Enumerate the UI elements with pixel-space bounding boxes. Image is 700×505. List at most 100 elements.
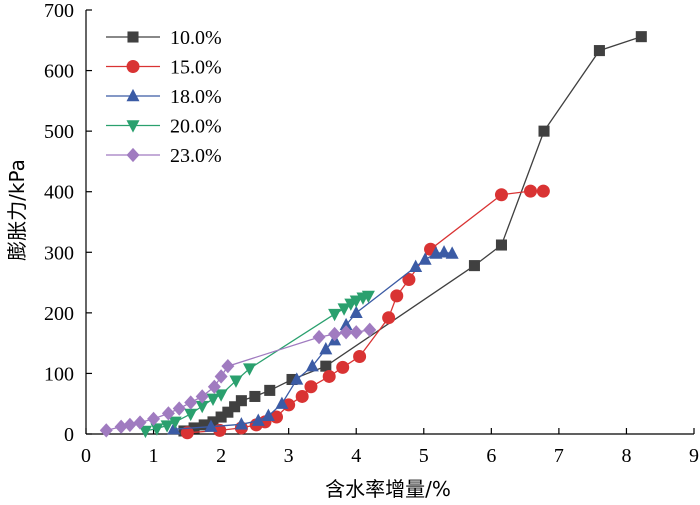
data-point xyxy=(353,349,367,363)
data-point xyxy=(242,363,256,376)
data-point xyxy=(221,359,235,374)
data-point xyxy=(167,422,181,435)
data-point xyxy=(222,406,234,418)
x-tick-label: 0 xyxy=(81,445,91,467)
y-tick-label: 200 xyxy=(44,303,74,325)
data-point xyxy=(229,401,241,413)
data-point xyxy=(290,372,304,385)
data-point xyxy=(319,342,333,355)
x-tick-label: 8 xyxy=(621,445,631,467)
y-tick-label: 600 xyxy=(44,61,74,83)
data-point xyxy=(322,369,336,383)
data-point xyxy=(229,375,243,388)
data-point xyxy=(204,419,218,432)
data-point xyxy=(336,360,350,374)
data-point xyxy=(195,400,209,414)
data-point xyxy=(114,419,128,434)
data-point xyxy=(305,359,319,372)
data-point xyxy=(207,379,221,394)
data-point xyxy=(593,45,605,57)
data-point xyxy=(133,415,147,430)
legend-marker xyxy=(126,88,140,102)
data-point xyxy=(180,426,194,440)
data-point xyxy=(249,390,261,402)
x-tick-label: 4 xyxy=(351,445,361,467)
y-tick-label: 100 xyxy=(44,363,74,385)
y-tick-label: 0 xyxy=(64,424,74,446)
data-point xyxy=(214,369,228,384)
legend-item: 20.0% xyxy=(106,116,222,138)
data-point xyxy=(536,184,550,198)
y-tick-label: 300 xyxy=(44,242,74,264)
data-point xyxy=(184,395,198,410)
x-tick-label: 5 xyxy=(419,445,429,467)
legend-label: 23.0% xyxy=(170,145,222,167)
data-point xyxy=(207,416,219,428)
data-point xyxy=(495,239,507,251)
data-point xyxy=(538,125,550,137)
data-point xyxy=(168,416,182,430)
data-point xyxy=(213,423,227,437)
series-5 xyxy=(99,322,377,438)
data-point xyxy=(635,31,647,43)
data-point xyxy=(198,419,210,431)
data-point xyxy=(337,303,351,316)
legend-item: 23.0% xyxy=(106,145,222,167)
y-tick-label: 700 xyxy=(44,0,74,22)
data-point xyxy=(349,305,363,319)
x-tick-label: 3 xyxy=(284,445,294,467)
legend-item: 10.0% xyxy=(106,27,222,49)
series-4 xyxy=(138,290,375,439)
x-tick-label: 6 xyxy=(486,445,496,467)
data-point xyxy=(409,259,423,273)
data-point xyxy=(214,389,228,402)
data-point xyxy=(184,408,198,422)
data-point xyxy=(382,311,396,325)
axes: 0 100 200 300 400 500 600 700 0 1 2 3 4 5 6 7 8 9 xyxy=(44,0,699,467)
data-point xyxy=(161,406,175,421)
data-point xyxy=(138,425,152,439)
x-tick-label: 9 xyxy=(689,445,699,467)
legend-label: 18.0% xyxy=(170,86,222,108)
legend-item: 15.0% xyxy=(106,57,222,79)
series-1 xyxy=(178,31,647,437)
data-point xyxy=(349,325,363,340)
data-point xyxy=(402,273,416,287)
data-point xyxy=(328,326,342,342)
data-point xyxy=(286,373,298,386)
series-3 xyxy=(167,245,459,435)
data-point xyxy=(445,246,459,259)
y-axis-title: 膨胀力/kPa xyxy=(5,159,29,261)
data-point xyxy=(264,384,276,396)
data-point xyxy=(312,329,326,345)
legend-item: 18.0% xyxy=(106,86,222,108)
data-point xyxy=(172,401,186,416)
legend-marker xyxy=(127,31,139,43)
data-point xyxy=(215,411,227,423)
data-point xyxy=(437,245,451,258)
data-point xyxy=(235,395,247,407)
legend-marker xyxy=(126,120,140,133)
x-axis-title: 含水率增量/% xyxy=(325,477,451,501)
data-point xyxy=(295,389,309,403)
series-layer xyxy=(99,31,647,440)
data-point xyxy=(468,260,480,272)
series-line xyxy=(183,36,642,432)
legend-marker xyxy=(126,60,140,73)
data-point xyxy=(349,295,363,308)
data-point xyxy=(339,325,353,340)
data-point xyxy=(234,417,248,430)
data-point xyxy=(328,308,342,322)
data-point xyxy=(261,408,275,422)
data-point xyxy=(147,411,161,427)
y-tick-label: 400 xyxy=(44,182,74,204)
data-point xyxy=(418,252,432,265)
data-point xyxy=(320,360,332,372)
data-point xyxy=(99,423,113,438)
data-point xyxy=(390,289,404,303)
data-point xyxy=(150,423,164,436)
data-point xyxy=(494,188,508,202)
y-tick-label: 500 xyxy=(44,121,74,143)
data-point xyxy=(160,420,174,433)
